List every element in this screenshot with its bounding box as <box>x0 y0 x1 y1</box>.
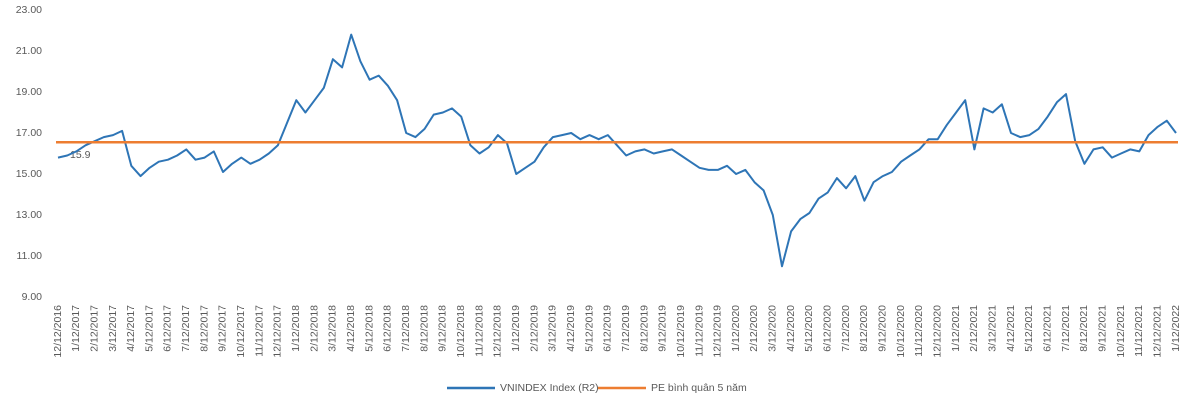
x-tick-label: 9/12/2020 <box>877 305 889 352</box>
x-tick-label: 9/12/2021 <box>1096 305 1108 352</box>
x-tick-label: 1/12/2021 <box>950 305 962 352</box>
x-tick-label: 2/12/2020 <box>748 305 760 352</box>
x-tick-label: 8/12/2019 <box>638 305 650 352</box>
x-tick-label: 1/12/2020 <box>730 305 742 352</box>
x-tick-label: 9/12/2017 <box>217 305 229 352</box>
x-tick-label: 1/12/2022 <box>1170 305 1182 352</box>
x-tick-label: 2/12/2019 <box>528 305 540 352</box>
x-tick-label: 1/12/2018 <box>290 305 302 352</box>
x-tick-label: 12/12/2017 <box>272 305 284 358</box>
y-tick-label: 19.00 <box>16 86 42 98</box>
x-tick-label: 3/12/2021 <box>987 305 999 352</box>
x-tick-label: 4/12/2017 <box>125 305 137 352</box>
x-tick-label: 4/12/2019 <box>565 305 577 352</box>
x-tick-label: 11/12/2020 <box>913 305 925 357</box>
y-tick-label: 23.00 <box>16 4 42 16</box>
x-tick-label: 3/12/2020 <box>767 305 779 352</box>
x-tick-label: 10/12/2019 <box>675 305 687 358</box>
x-tick-label: 5/12/2019 <box>583 305 595 352</box>
x-tick-label: 12/12/2020 <box>932 305 944 358</box>
x-tick-label: 7/12/2017 <box>180 305 192 352</box>
x-tick-label: 6/12/2018 <box>382 305 394 352</box>
x-tick-label: 7/12/2018 <box>400 305 412 352</box>
x-tick-label: 4/12/2020 <box>785 305 797 352</box>
x-tick-label: 11/12/2017 <box>253 305 265 357</box>
legend-label: VNINDEX Index (R2) <box>500 382 599 394</box>
x-tick-label: 2/12/2018 <box>308 305 320 352</box>
x-tick-label: 8/12/2018 <box>418 305 430 352</box>
x-tick-label: 5/12/2017 <box>143 305 155 352</box>
x-tick-label: 4/12/2021 <box>1005 305 1017 352</box>
x-tick-label: 12/12/2021 <box>1151 305 1163 358</box>
x-tick-label: 8/12/2021 <box>1078 305 1090 352</box>
y-tick-label: 21.00 <box>16 45 42 57</box>
x-tick-label: 10/12/2021 <box>1115 305 1127 358</box>
x-tick-label: 6/12/2020 <box>822 305 834 352</box>
annotation: 15.9 <box>70 149 91 161</box>
x-tick-label: 7/12/2021 <box>1060 305 1072 352</box>
y-tick-label: 17.00 <box>16 127 42 139</box>
x-tick-label: 6/12/2021 <box>1041 305 1053 352</box>
x-tick-label: 11/12/2021 <box>1133 305 1145 357</box>
x-tick-label: 5/12/2018 <box>363 305 375 352</box>
x-tick-label: 5/12/2020 <box>803 305 815 352</box>
x-tick-label: 12/12/2018 <box>492 305 504 358</box>
x-tick-label: 7/12/2020 <box>840 305 852 352</box>
x-tick-label: 4/12/2018 <box>345 305 357 352</box>
x-tick-label: 1/12/2019 <box>510 305 522 352</box>
x-tick-label: 10/12/2017 <box>235 305 247 358</box>
y-tick-label: 11.00 <box>17 250 43 262</box>
line-series <box>57 33 1177 268</box>
x-tick-label: 2/12/2021 <box>968 305 980 352</box>
x-tick-label: 7/12/2019 <box>620 305 632 352</box>
x-tick-label: 3/12/2019 <box>547 305 559 352</box>
x-tick-label: 9/12/2019 <box>657 305 669 352</box>
x-tick-label: 8/12/2020 <box>858 305 870 352</box>
y-tick-label: 15.00 <box>16 168 42 180</box>
x-tick-label: 3/12/2018 <box>327 305 339 352</box>
y-tick-label: 13.00 <box>16 209 42 221</box>
x-tick-label: 5/12/2021 <box>1023 305 1035 352</box>
legend-label: PE bình quân 5 năm <box>651 382 747 394</box>
x-tick-label: 10/12/2018 <box>455 305 467 358</box>
x-tick-label: 12/12/2016 <box>52 305 64 358</box>
x-tick-label: 6/12/2017 <box>162 305 174 352</box>
y-tick-label: 9.00 <box>22 291 43 303</box>
x-tick-label: 11/12/2018 <box>473 305 485 357</box>
x-tick-label: 9/12/2018 <box>437 305 449 352</box>
x-tick-label: 6/12/2019 <box>602 305 614 352</box>
x-tick-label: 1/12/2017 <box>70 305 82 352</box>
x-tick-label: 8/12/2017 <box>198 305 210 352</box>
x-tick-label: 10/12/2020 <box>895 305 907 358</box>
x-tick-label: 12/12/2019 <box>712 305 724 358</box>
x-tick-label: 2/12/2017 <box>88 305 100 352</box>
x-tick-label: 11/12/2019 <box>693 305 705 357</box>
x-tick-label: 3/12/2017 <box>107 305 119 352</box>
